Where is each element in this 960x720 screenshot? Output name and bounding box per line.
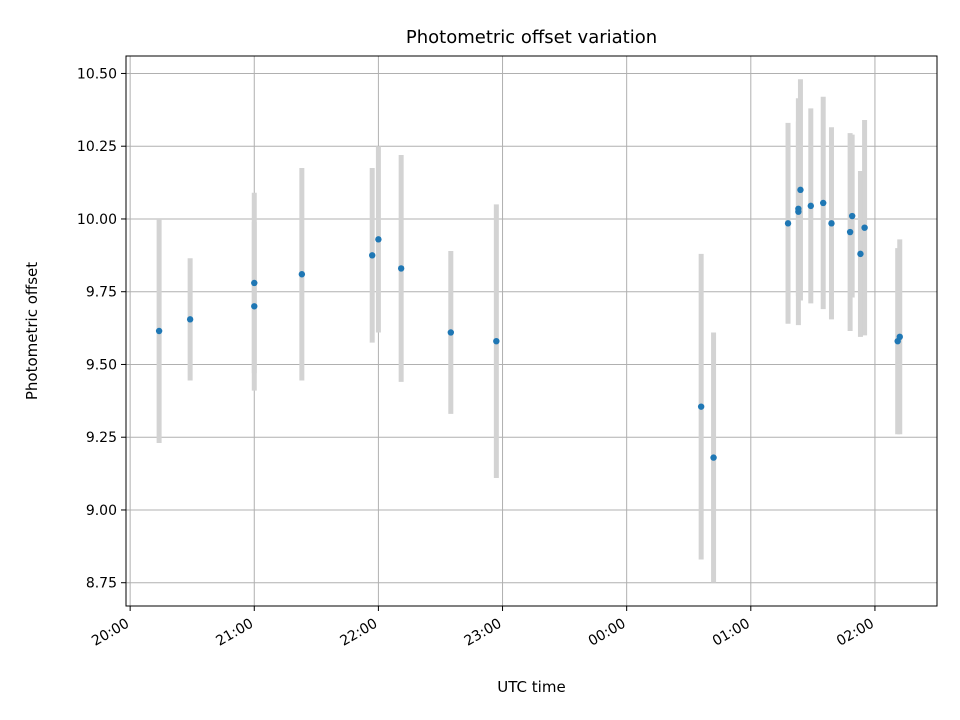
data-point — [397, 265, 405, 272]
data-point — [896, 333, 903, 341]
data-point — [846, 228, 854, 236]
data-point — [493, 337, 500, 345]
data-point — [861, 224, 868, 231]
y-tick-label: 9.00 — [86, 503, 117, 519]
data-point — [784, 220, 792, 227]
y-tick-label: 8.75 — [86, 576, 117, 592]
data-point — [186, 316, 194, 323]
y-tick-label: 9.75 — [86, 285, 117, 301]
x-axis-label: UTC time — [497, 678, 565, 696]
data-point — [155, 327, 163, 335]
data-point — [251, 303, 258, 310]
y-tick-label: 9.25 — [86, 430, 117, 446]
y-axis-label: Photometric offset — [23, 262, 41, 400]
plot-frame — [125, 55, 938, 607]
data-point — [848, 212, 856, 220]
data-point — [828, 220, 835, 227]
data-point — [447, 329, 455, 336]
data-point — [251, 279, 258, 287]
data-point — [368, 252, 376, 259]
data-point — [298, 271, 306, 278]
data-point — [807, 202, 814, 210]
data-point — [797, 186, 804, 194]
y-tick-label: 10.50 — [77, 66, 117, 82]
data-point — [820, 199, 827, 207]
chart-title: Photometric offset variation — [406, 27, 657, 48]
data-point — [857, 250, 864, 258]
y-tick-label: 9.50 — [86, 357, 117, 373]
y-tick-label: 10.00 — [77, 212, 117, 228]
y-tick-label: 10.25 — [77, 139, 117, 155]
data-point — [375, 236, 382, 243]
point-layer — [155, 186, 903, 461]
data-point — [710, 454, 717, 461]
data-point — [795, 205, 802, 212]
data-point — [697, 403, 705, 410]
